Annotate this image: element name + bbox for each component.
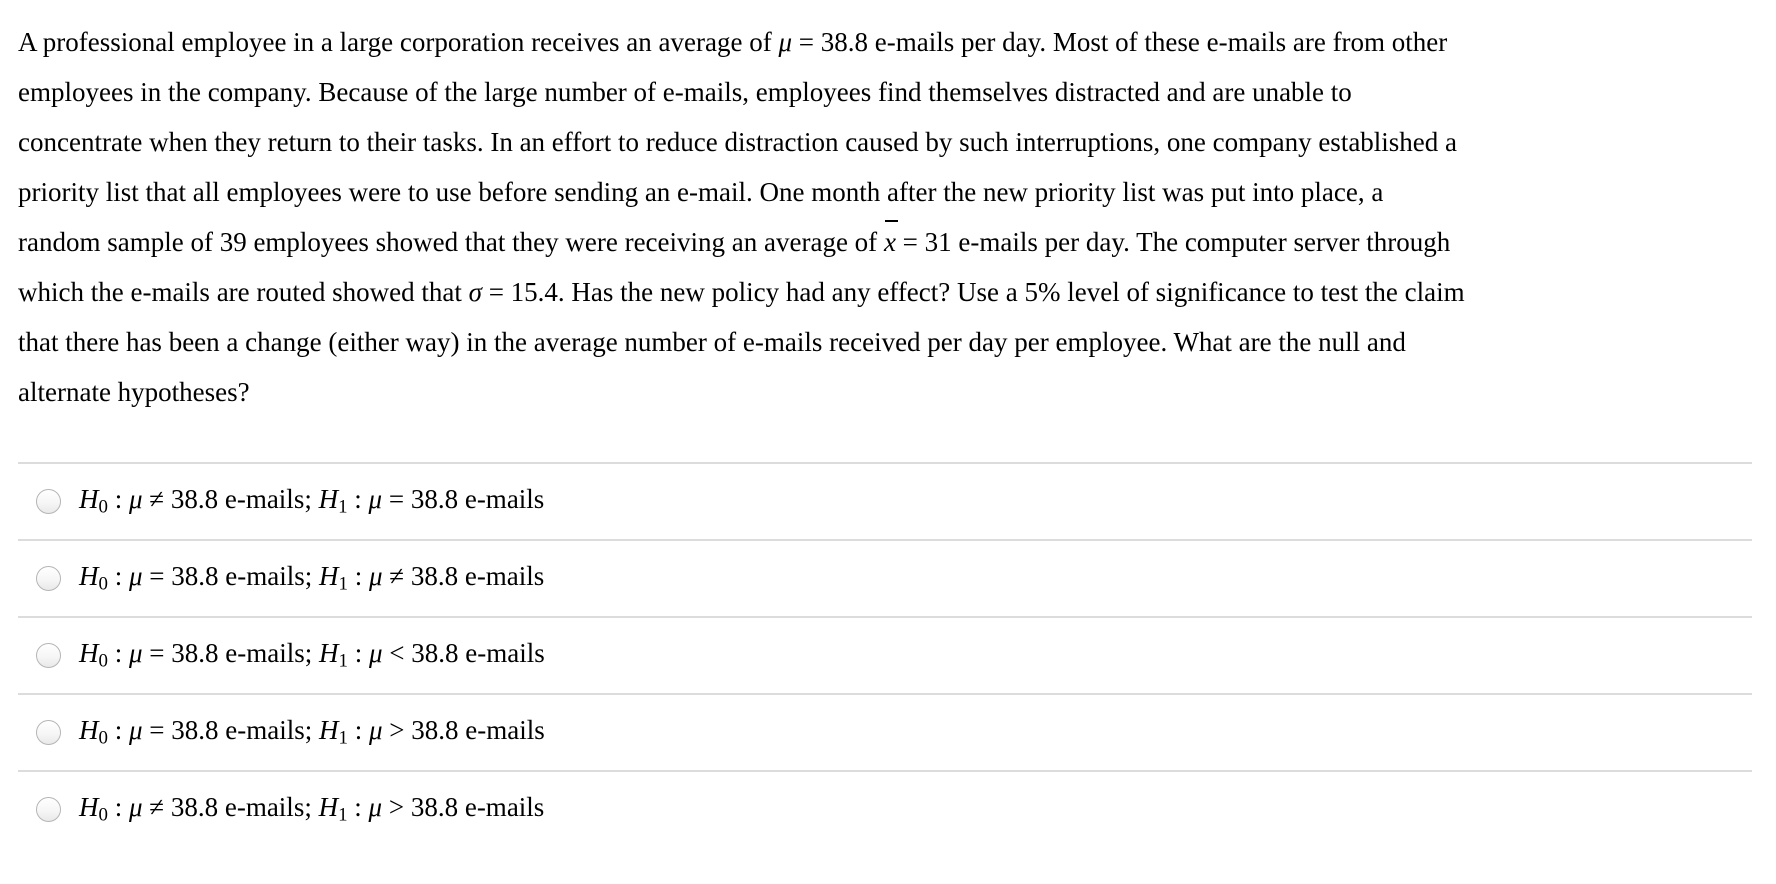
math-symbol: μ — [128, 792, 143, 823]
question-line-6: which the e-mails are routed showed that… — [18, 267, 1756, 317]
math-symbol: μ — [778, 27, 792, 57]
math-symbol: x — [884, 217, 898, 267]
math-symbol: H — [79, 638, 99, 669]
text-segment: = 31 e-mails per day. The computer serve… — [895, 227, 1451, 257]
text-segment: : — [347, 715, 369, 746]
text-segment: priority list that all employees were to… — [18, 177, 1384, 207]
text-segment: : — [107, 484, 129, 515]
text-segment: : — [347, 792, 369, 823]
text-segment: ≠ 38.8 e-mails; — [142, 484, 319, 515]
text-segment: : — [107, 715, 129, 746]
math-symbol: H — [318, 484, 339, 515]
text-segment: = 15.4. Has the new policy had any effec… — [481, 277, 1465, 307]
math-symbol: μ — [368, 792, 383, 823]
radio-button[interactable] — [36, 797, 61, 822]
text-segment: employees in the company. Because of the… — [18, 77, 1352, 107]
text-segment: : — [347, 484, 369, 515]
math-symbol: μ — [368, 561, 383, 592]
math-symbol: H — [318, 638, 339, 669]
text-segment: = 38.8 e-mails; — [142, 715, 319, 746]
option-label: H0 : μ = 38.8 e-mails; H1 : μ > 38.8 e-m… — [79, 715, 545, 750]
text-segment: : — [107, 792, 129, 823]
question-line-5: random sample of 39 employees showed tha… — [18, 217, 1756, 267]
math-symbol: H — [79, 715, 99, 746]
text-segment: which the e-mails are routed showed that — [18, 277, 469, 307]
math-symbol: μ — [128, 484, 143, 515]
radio-button[interactable] — [36, 566, 61, 591]
text-segment: 1 — [338, 727, 348, 749]
option-label: H0 : μ = 38.8 e-mails; H1 : μ < 38.8 e-m… — [79, 638, 545, 673]
answer-option-3[interactable]: H0 : μ = 38.8 e-mails; H1 : μ < 38.8 e-m… — [18, 616, 1752, 693]
text-segment: A professional employee in a large corpo… — [18, 27, 779, 57]
text-segment: random sample of 39 employees showed tha… — [18, 227, 884, 257]
text-segment: = 38.8 e-mails; — [142, 638, 319, 669]
text-segment: 1 — [338, 804, 348, 826]
math-symbol: H — [318, 715, 339, 746]
radio-button[interactable] — [36, 489, 61, 514]
option-label: H0 : μ ≠ 38.8 e-mails; H1 : μ = 38.8 e-m… — [79, 484, 544, 519]
text-segment: = 38.8 e-mails; — [142, 561, 319, 592]
math-symbol: H — [79, 484, 99, 515]
text-segment: alternate hypotheses? — [18, 377, 250, 407]
answer-option-1[interactable]: H0 : μ ≠ 38.8 e-mails; H1 : μ = 38.8 e-m… — [18, 462, 1752, 539]
text-segment: ≠ 38.8 e-mails — [382, 561, 545, 592]
math-symbol: μ — [128, 561, 143, 592]
text-segment: 0 — [98, 650, 108, 672]
text-segment: < 38.8 e-mails — [382, 638, 545, 669]
text-segment: > 38.8 e-mails — [382, 792, 545, 823]
text-segment: : — [347, 638, 369, 669]
text-segment: 1 — [338, 650, 348, 672]
question-line-1: A professional employee in a large corpo… — [18, 17, 1756, 67]
question-line-3: concentrate when they return to their ta… — [18, 117, 1756, 167]
math-symbol: H — [318, 792, 339, 823]
text-segment: 0 — [98, 727, 108, 749]
radio-button[interactable] — [36, 643, 61, 668]
option-label: H0 : μ ≠ 38.8 e-mails; H1 : μ > 38.8 e-m… — [79, 792, 544, 827]
math-symbol: H — [79, 792, 99, 823]
radio-button[interactable] — [36, 720, 61, 745]
question-line-4: priority list that all employees were to… — [18, 167, 1756, 217]
math-symbol: H — [79, 561, 99, 592]
text-segment: > 38.8 e-mails — [382, 715, 545, 746]
math-symbol: μ — [368, 715, 383, 746]
answer-option-5[interactable]: H0 : μ ≠ 38.8 e-mails; H1 : μ > 38.8 e-m… — [18, 770, 1752, 847]
text-segment: : — [347, 561, 369, 592]
math-symbol: σ — [468, 277, 482, 307]
text-segment: that there has been a change (either way… — [18, 327, 1406, 357]
math-symbol: μ — [128, 715, 143, 746]
text-segment: : — [107, 561, 129, 592]
math-symbol: μ — [128, 638, 143, 669]
math-symbol: μ — [368, 484, 383, 515]
text-segment: = 38.8 e-mails per day. Most of these e-… — [792, 27, 1448, 57]
text-segment: : — [107, 638, 129, 669]
text-segment: ≠ 38.8 e-mails; — [142, 792, 319, 823]
question-paragraph: A professional employee in a large corpo… — [0, 0, 1776, 417]
question-line-7: that there has been a change (either way… — [18, 317, 1756, 367]
text-segment: 1 — [338, 573, 348, 595]
answer-option-2[interactable]: H0 : μ = 38.8 e-mails; H1 : μ ≠ 38.8 e-m… — [18, 539, 1752, 616]
text-segment: 0 — [98, 496, 108, 518]
text-segment: 0 — [98, 573, 108, 595]
math-symbol: H — [318, 561, 339, 592]
text-segment: 0 — [98, 804, 108, 826]
option-label: H0 : μ = 38.8 e-mails; H1 : μ ≠ 38.8 e-m… — [79, 561, 544, 596]
answer-options: H0 : μ ≠ 38.8 e-mails; H1 : μ = 38.8 e-m… — [18, 462, 1752, 847]
text-segment: = 38.8 e-mails — [382, 484, 545, 515]
math-symbol: μ — [368, 638, 383, 669]
question-line-8: alternate hypotheses? — [18, 367, 1756, 417]
question-line-2: employees in the company. Because of the… — [18, 67, 1756, 117]
answer-option-4[interactable]: H0 : μ = 38.8 e-mails; H1 : μ > 38.8 e-m… — [18, 693, 1752, 770]
text-segment: concentrate when they return to their ta… — [18, 127, 1458, 157]
text-segment: 1 — [338, 496, 348, 518]
